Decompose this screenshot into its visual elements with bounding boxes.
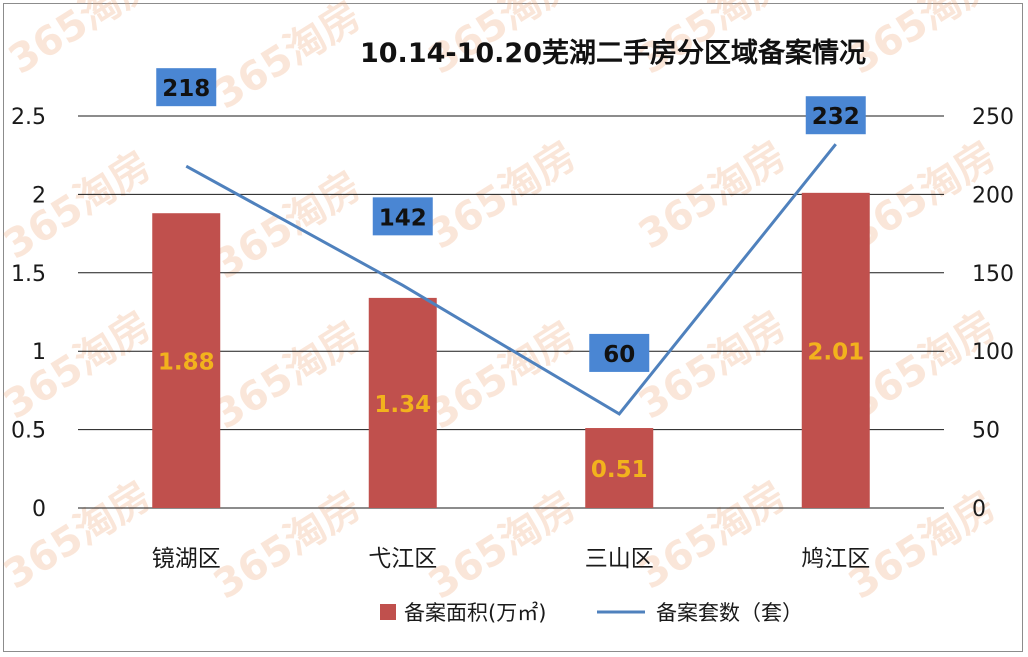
y-left-tick-label: 0.5 [11, 419, 46, 444]
bar-data-label: 1.88 [158, 350, 215, 376]
y-right-tick-label: 0 [972, 497, 986, 522]
watermark-text: 365淘房 [421, 313, 584, 439]
watermark-text: 365淘房 [0, 143, 159, 269]
legend: 备案面积(万㎡) 备案套数（套） [380, 601, 803, 625]
bar [801, 192, 870, 508]
bar-series: 1.88 1.34 0.51 2.01 [152, 192, 870, 508]
line-path [185, 143, 837, 416]
line-data-label-box [372, 197, 433, 236]
y-left-tick-label: 0 [32, 497, 46, 522]
y-right-tick-label: 200 [972, 183, 1014, 208]
line-data-label: 60 [603, 342, 635, 368]
y-left-tick-label: 1.5 [11, 262, 46, 287]
watermark-text: 365淘房 [206, 313, 369, 439]
x-category-label: 鸠江区 [801, 546, 870, 572]
bar-data-label: 1.34 [374, 392, 431, 418]
y-right-tick-label: 250 [972, 105, 1014, 130]
y-left-tick-label: 2.5 [11, 105, 46, 130]
line-data-label: 142 [379, 205, 427, 231]
watermark-text: 365淘房 [0, 473, 159, 599]
bar-data-label: 0.51 [591, 457, 648, 483]
line-data-label: 232 [812, 104, 860, 130]
y-right-tick-label: 50 [972, 419, 1000, 444]
line-series: 218 142 60 232 [156, 68, 866, 416]
y-left-tick-label: 2 [32, 183, 46, 208]
line-data-label-box [156, 68, 217, 107]
bar [152, 213, 221, 508]
watermark-text: 365淘房 [206, 163, 369, 289]
y-right-tick-label: 150 [972, 262, 1014, 287]
line-data-label-box [589, 333, 650, 372]
watermark-text: 365淘房 [1, 0, 164, 83]
watermark-text: 365淘房 [206, 0, 369, 118]
legend-label-line: 备案套数（套） [656, 601, 803, 625]
legend-label-bar: 备案面积(万㎡) [404, 601, 546, 625]
line-data-label: 218 [162, 76, 210, 102]
line-data-label-box [805, 96, 866, 135]
watermark-text: 365淘房 [0, 303, 159, 429]
watermark-text: 365淘房 [631, 303, 794, 429]
watermark-text: 365淘房 [631, 473, 794, 599]
bar [368, 297, 437, 508]
y-left-tick-label: 1 [32, 340, 46, 365]
x-category-label: 三山区 [585, 546, 654, 572]
x-category-label: 弋江区 [368, 546, 437, 572]
legend-swatch-bar [380, 604, 396, 620]
y-right-tick-label: 100 [972, 340, 1014, 365]
watermark-text: 365淘房 [206, 483, 369, 609]
watermark-text: 365淘房 [421, 483, 584, 609]
bar [585, 428, 654, 508]
chart-title: 10.14-10.20芜湖二手房分区域备案情况 [360, 37, 866, 69]
x-category-label: 镜湖区 [152, 546, 221, 572]
watermark-text: 365淘房 [421, 133, 584, 259]
bar-data-label: 2.01 [807, 339, 864, 365]
watermark-text: 365淘房 [631, 133, 794, 259]
